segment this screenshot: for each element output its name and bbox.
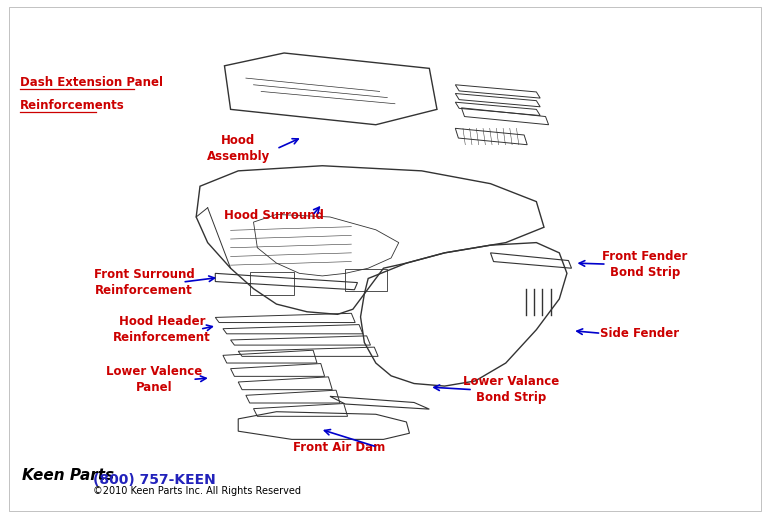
Text: ©2010 Keen Parts Inc. All Rights Reserved: ©2010 Keen Parts Inc. All Rights Reserve… — [93, 486, 301, 496]
Bar — [249, 272, 294, 295]
Text: Hood Header
Reinforcement: Hood Header Reinforcement — [113, 315, 211, 344]
Text: Dash Extension Panel: Dash Extension Panel — [19, 76, 162, 89]
Text: Reinforcements: Reinforcements — [19, 99, 124, 112]
Text: Lower Valance
Bond Strip: Lower Valance Bond Strip — [463, 375, 559, 404]
Text: Front Air Dam: Front Air Dam — [293, 441, 385, 454]
Text: Hood Surround: Hood Surround — [224, 209, 324, 222]
Text: (800) 757-KEEN: (800) 757-KEEN — [93, 473, 216, 487]
Text: Front Fender
Bond Strip: Front Fender Bond Strip — [602, 250, 688, 279]
Text: Keen Parts: Keen Parts — [22, 468, 114, 483]
Text: Side Fender: Side Fender — [600, 327, 679, 340]
Text: Front Surround
Reinforcement: Front Surround Reinforcement — [94, 268, 195, 297]
Text: Lower Valence
Panel: Lower Valence Panel — [106, 365, 203, 394]
Text: Hood
Assembly: Hood Assembly — [206, 134, 270, 163]
Bar — [345, 269, 387, 291]
